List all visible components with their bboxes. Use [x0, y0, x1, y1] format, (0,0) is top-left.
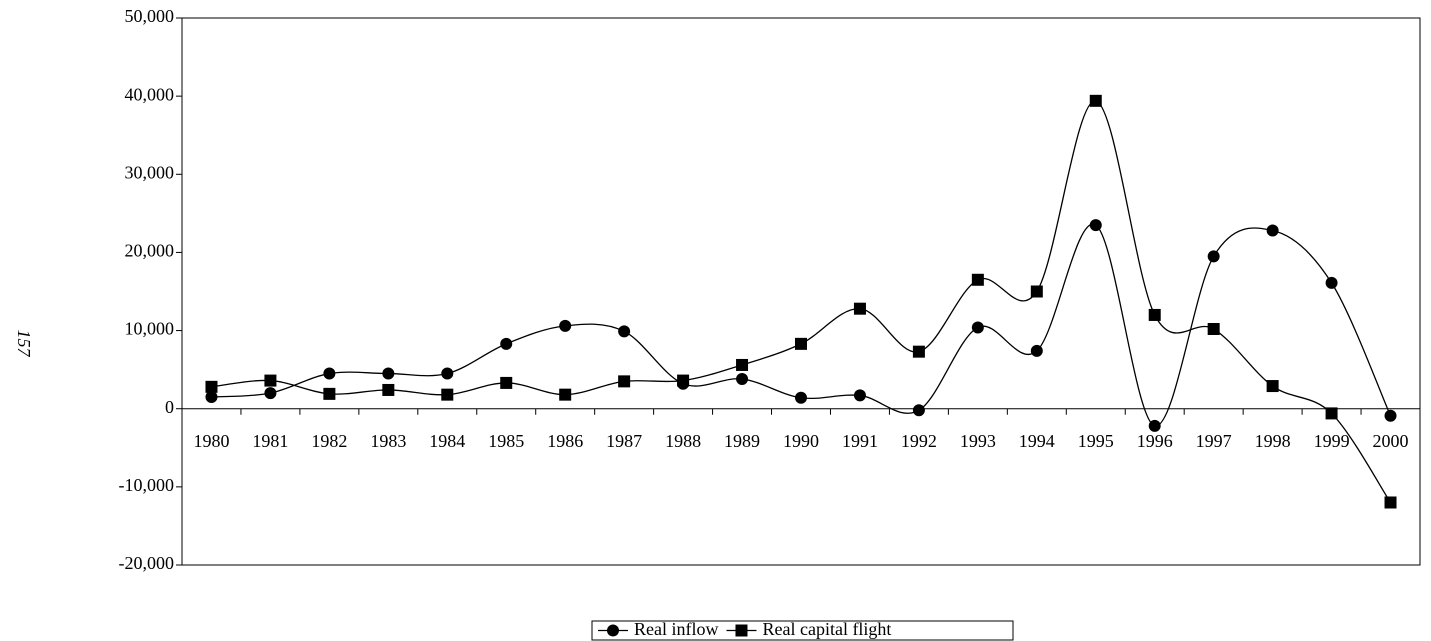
data-point [500, 337, 513, 350]
x-tick-label: 1998 [1255, 431, 1291, 451]
x-tick-label: 1991 [842, 431, 878, 451]
legend-marker [735, 624, 748, 637]
plot-frame [181, 17, 1421, 566]
data-point [1089, 219, 1102, 232]
x-tick-label: 1984 [429, 431, 465, 451]
data-point [1384, 496, 1397, 509]
x-tick-label: 1997 [1196, 431, 1232, 451]
y-tick-label: 0 [165, 397, 174, 417]
y-tick-label: 30,000 [125, 162, 175, 182]
data-point [500, 376, 513, 389]
data-point [853, 389, 866, 402]
x-tick-label: 1996 [1137, 431, 1173, 451]
y-tick-label: -10,000 [119, 475, 175, 495]
data-point [559, 388, 572, 401]
x-tick-label: 1990 [783, 431, 819, 451]
data-point [1325, 276, 1338, 289]
data-point [205, 390, 218, 403]
data-point [971, 321, 984, 334]
x-tick-label: 1986 [547, 431, 583, 451]
x-tick-label: 1994 [1019, 431, 1055, 451]
x-tick-label: 2000 [1373, 431, 1409, 451]
data-point [971, 273, 984, 286]
x-tick-label: 1993 [960, 431, 996, 451]
data-point [382, 367, 395, 380]
data-point [382, 383, 395, 396]
data-point [618, 375, 631, 388]
data-point [441, 367, 454, 380]
y-tick-label: 50,000 [125, 6, 175, 26]
x-tick-label: 1995 [1078, 431, 1114, 451]
data-point [1148, 308, 1161, 321]
data-point [1089, 94, 1102, 107]
data-point [1030, 344, 1043, 357]
x-tick-label: 1985 [488, 431, 524, 451]
x-tick-label: 1989 [724, 431, 760, 451]
x-tick-label: 1992 [901, 431, 937, 451]
legend-label: Real inflow [634, 619, 718, 639]
y-tick-label: 40,000 [125, 84, 175, 104]
x-tick-label: 1987 [606, 431, 642, 451]
legend-box [591, 620, 1014, 641]
x-tick-label: 1981 [252, 431, 288, 451]
y-tick-label: 20,000 [125, 241, 175, 261]
x-tick-label: 1999 [1314, 431, 1350, 451]
data-point [912, 345, 925, 358]
data-point [1207, 250, 1220, 263]
data-point [205, 380, 218, 393]
x-tick-label: 1983 [370, 431, 406, 451]
data-point [1148, 419, 1161, 432]
data-point [677, 374, 690, 387]
data-point [853, 302, 866, 315]
legend-marker [607, 624, 619, 637]
data-point [795, 391, 807, 404]
data-point [912, 404, 925, 417]
data-point [795, 337, 807, 350]
data-point [264, 374, 277, 387]
y-tick-label: -20,000 [119, 553, 175, 573]
data-point [1030, 285, 1043, 298]
data-point [323, 387, 336, 400]
data-point [1384, 409, 1397, 422]
x-tick-label: 1980 [193, 431, 229, 451]
page-number: 157 [14, 330, 34, 358]
data-point [736, 358, 749, 371]
data-point [736, 373, 749, 386]
legend-label: Real capital flight [762, 619, 891, 639]
data-point [618, 325, 631, 338]
x-tick-label: 1982 [311, 431, 347, 451]
data-point [441, 388, 454, 401]
data-point [1266, 380, 1279, 393]
data-point [1207, 323, 1220, 336]
y-tick-label: 10,000 [125, 319, 175, 339]
data-point [264, 387, 277, 400]
data-point [1266, 224, 1279, 237]
data-point [323, 367, 336, 380]
data-point [1325, 407, 1338, 420]
data-point [559, 319, 572, 332]
x-tick-label: 1988 [665, 431, 701, 451]
